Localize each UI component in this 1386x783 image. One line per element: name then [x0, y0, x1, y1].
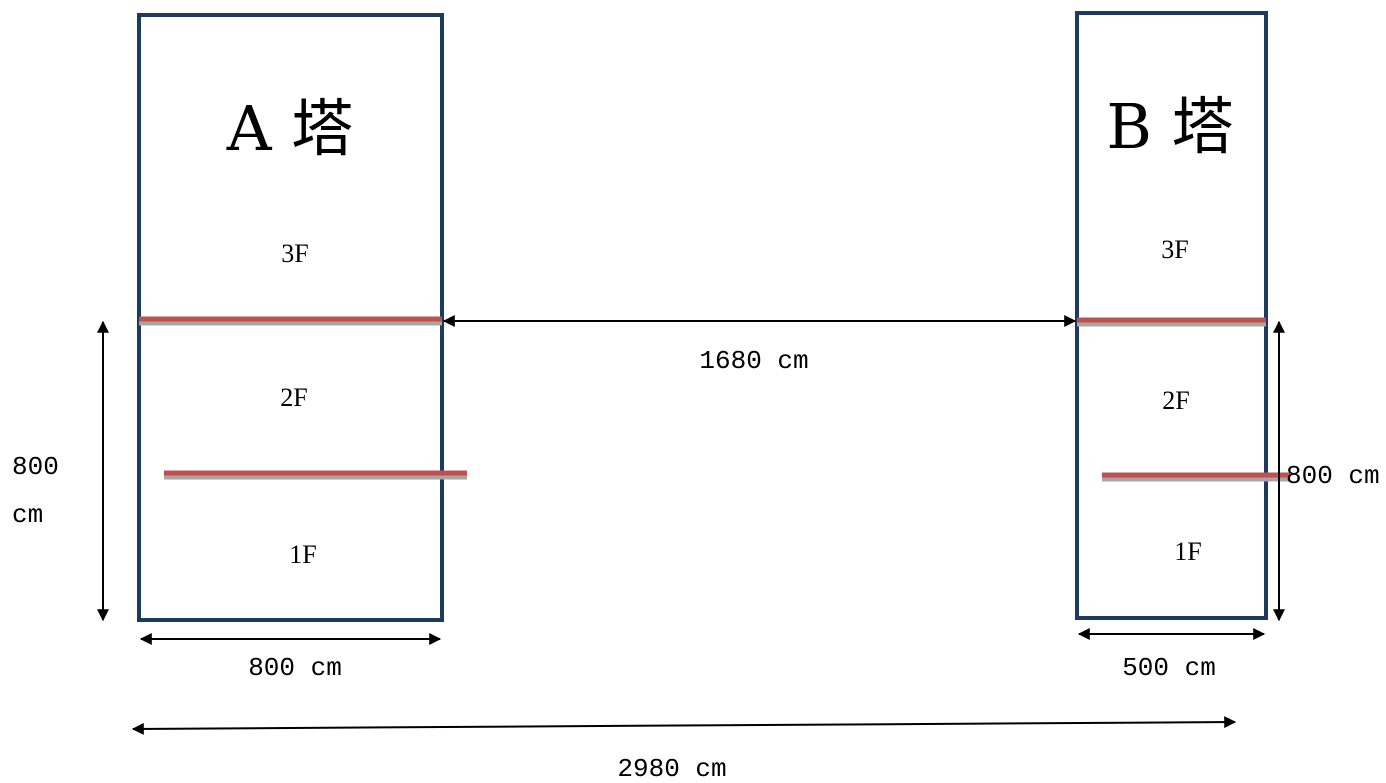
b-width-label: 500 cm: [1122, 653, 1216, 683]
a-height-label-line1: 800: [12, 452, 59, 482]
dimension-a-width: 800 cm: [139, 633, 442, 683]
a-width-label: 800 cm: [248, 653, 342, 683]
dimension-b-height: 800 cm: [1273, 320, 1380, 622]
tower-a-floor-1f: 1F: [289, 540, 316, 569]
b-height-label: 800 cm: [1286, 461, 1380, 491]
tower-b-floor-1f: 1F: [1174, 537, 1201, 566]
dimension-gap: 1680 cm: [442, 315, 1077, 376]
dimension-a-height: 800 cm: [12, 320, 109, 622]
tower-b-floor-3f: 3F: [1161, 235, 1188, 264]
tower-b-title: B 塔: [1106, 90, 1233, 163]
gap-label: 1680 cm: [699, 346, 808, 376]
tower-a-title: A 塔: [226, 92, 353, 165]
a-height-label-line2: cm: [12, 500, 43, 530]
dimension-total: 2980 cm: [131, 716, 1237, 783]
tower-b-outline: [1075, 11, 1268, 620]
tower-a-floor-3f: 3F: [281, 239, 308, 268]
total-arrow: [131, 716, 1237, 735]
dimension-b-width: 500 cm: [1077, 628, 1266, 683]
tower-a: A 塔 3F 2F 1F: [137, 13, 467, 622]
total-label: 2980 cm: [617, 754, 726, 783]
tower-b: B 塔 3F 2F 1F: [1075, 11, 1290, 620]
tower-a-floor-2f: 2F: [280, 383, 307, 412]
tower-b-floor-2f: 2F: [1162, 386, 1189, 415]
